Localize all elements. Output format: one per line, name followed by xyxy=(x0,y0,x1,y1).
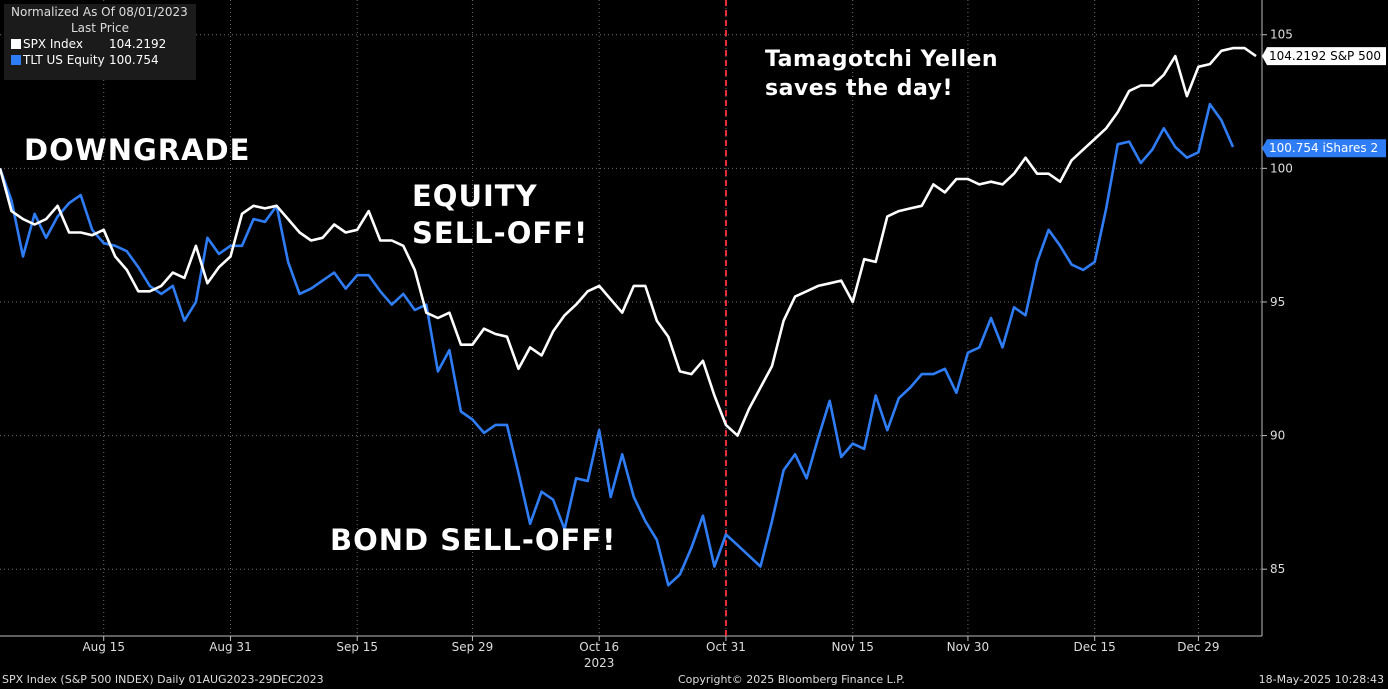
legend-value-spx: 104.2192 xyxy=(109,37,167,51)
y-tick-label: 105 xyxy=(1270,28,1293,42)
end-label-text: 100.754 iShares 2 xyxy=(1269,141,1378,155)
x-tick-label: Nov 30 xyxy=(947,640,990,654)
legend-swatch-tlt xyxy=(11,55,21,65)
legend-value-tlt: 100.754 xyxy=(109,53,159,67)
annotation-text: BOND SELL-OFF! xyxy=(330,523,616,557)
end-label-text: 104.2192 S&P 500 I xyxy=(1269,49,1388,63)
legend-item-tlt: TLT US Equity 100.754 xyxy=(4,52,196,68)
annotation-text: saves the day! xyxy=(765,76,953,101)
x-tick-label: Oct 16 xyxy=(579,640,619,654)
y-tick-label: 95 xyxy=(1270,295,1285,309)
x-tick-label: Dec 29 xyxy=(1177,640,1219,654)
legend-name-tlt: TLT US Equity xyxy=(23,53,105,67)
end-label-box xyxy=(1262,47,1386,66)
y-tick-label: 90 xyxy=(1270,429,1285,443)
annotation-text: DOWNGRADE xyxy=(24,133,250,167)
y-tick-label: 85 xyxy=(1270,562,1285,576)
y-tick-label: 100 xyxy=(1270,161,1293,175)
x-tick-label: Sep 29 xyxy=(452,640,494,654)
legend-name-spx: SPX Index xyxy=(23,37,83,51)
x-tick-label: Oct 31 xyxy=(706,640,746,654)
legend: Normalized As Of 08/01/2023 Last Price S… xyxy=(4,4,196,80)
legend-subheader: Last Price xyxy=(70,21,130,35)
x-tick-label: Sep 15 xyxy=(336,640,378,654)
footer-left: SPX Index (S&P 500 INDEX) Daily 01AUG202… xyxy=(2,673,324,686)
annotation-text: SELL-OFF! xyxy=(412,216,588,250)
x-tick-label: Dec 15 xyxy=(1074,640,1116,654)
annotation-text: Tamagotchi Yellen xyxy=(765,47,998,72)
x-tick-label: Aug 31 xyxy=(209,640,252,654)
end-label-spx: 104.2192 S&P 500 I xyxy=(1262,47,1388,66)
x-year-label: 2023 xyxy=(584,656,615,670)
legend-swatch-spx xyxy=(11,39,21,49)
legend-item-spx: SPX Index 104.2192 xyxy=(4,36,196,52)
footer-right: 18-May-2025 10:28:43 xyxy=(1258,673,1384,686)
end-label-tlt: 100.754 iShares 2 xyxy=(1262,139,1386,158)
x-tick-label: Aug 15 xyxy=(82,640,125,654)
end-label-box xyxy=(1262,139,1386,158)
annotation-text: EQUITY xyxy=(412,179,538,213)
legend-header: Normalized As Of 08/01/2023 xyxy=(11,5,188,19)
footer: SPX Index (S&P 500 INDEX) Daily 01AUG202… xyxy=(0,671,1388,689)
x-tick-label: Nov 15 xyxy=(831,640,874,654)
series-line-tlt xyxy=(0,102,1235,587)
series-line-spx xyxy=(0,46,1257,437)
footer-center: Copyright© 2025 Bloomberg Finance L.P. xyxy=(678,673,905,686)
